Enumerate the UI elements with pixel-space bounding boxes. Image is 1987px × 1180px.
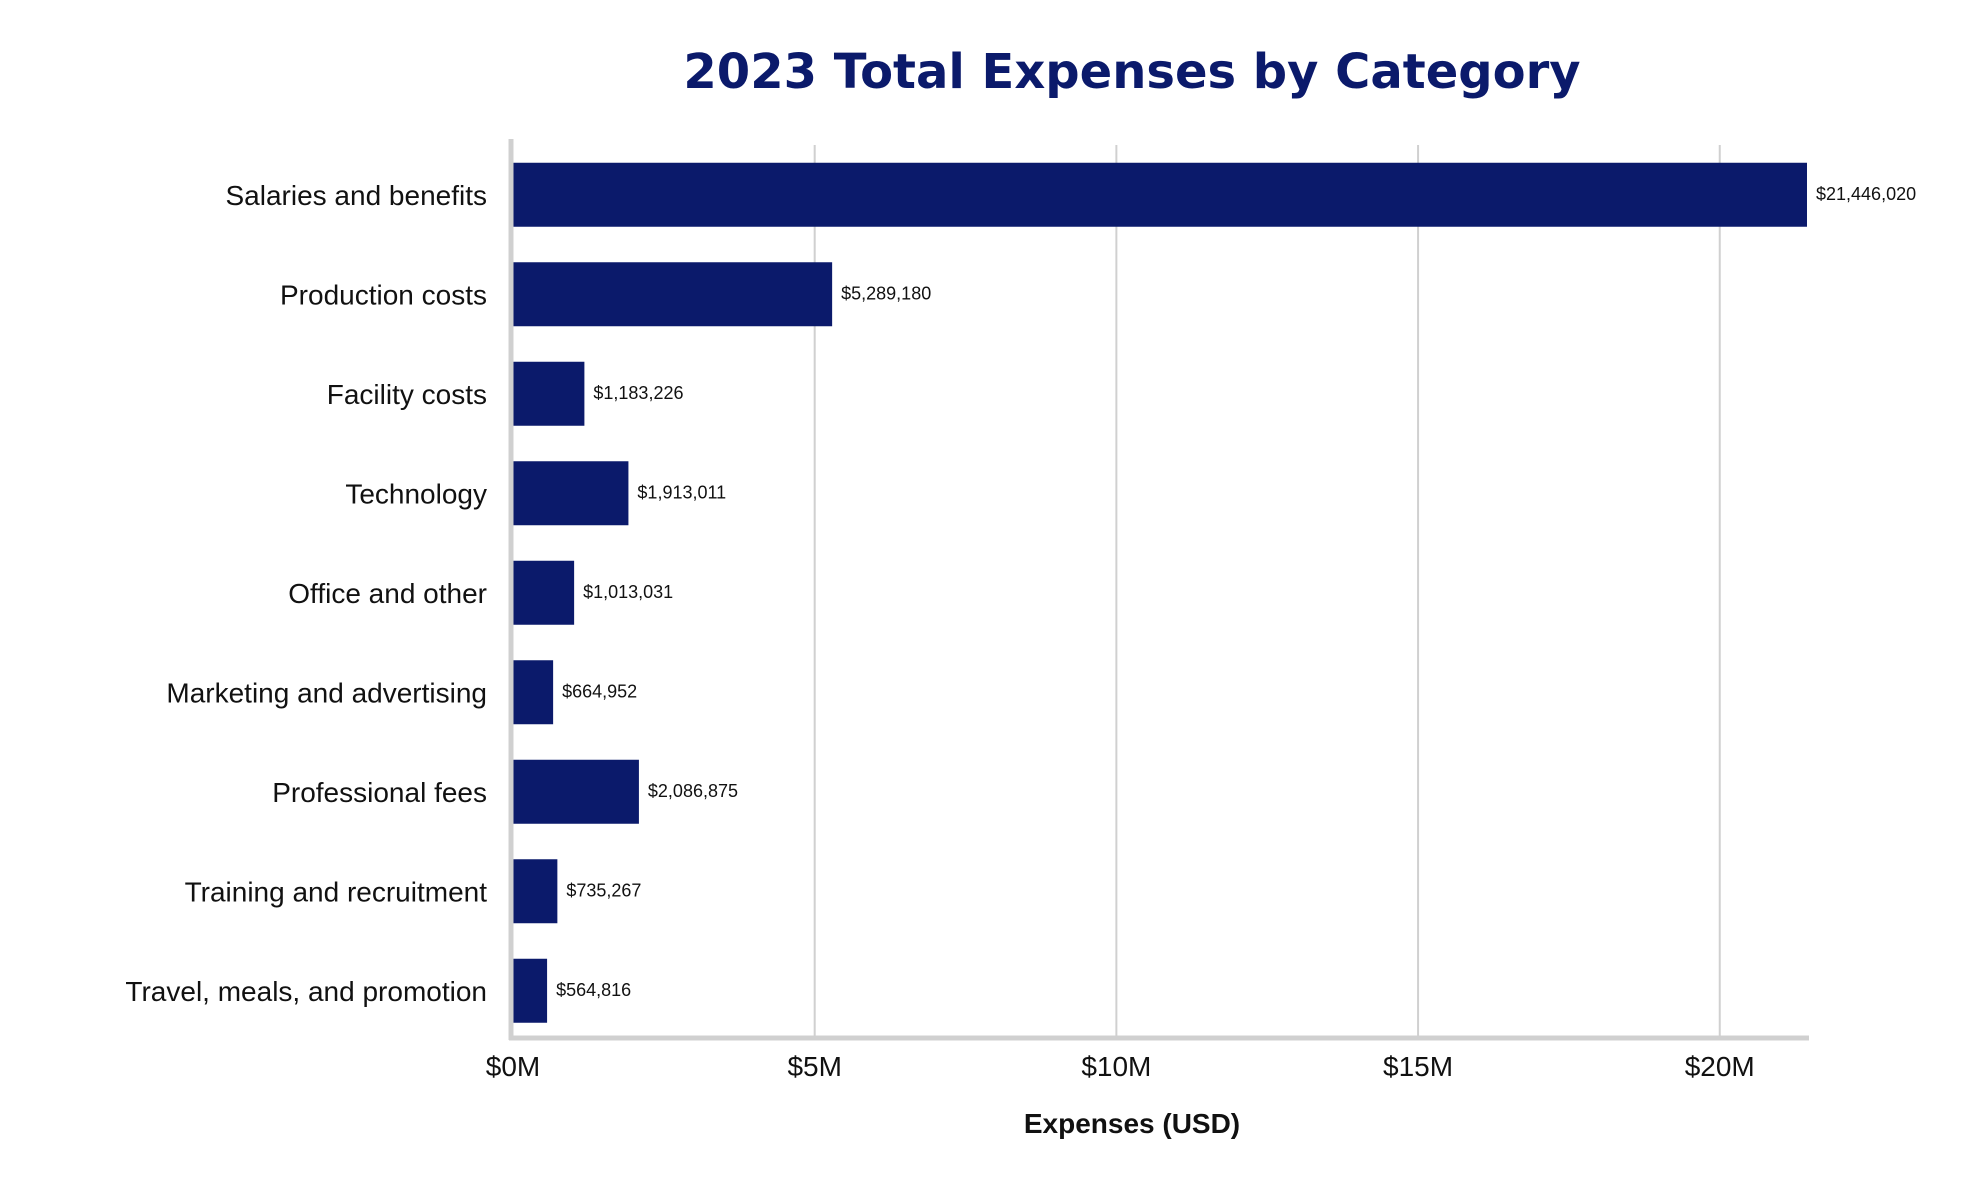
data-label: $1,013,031 — [583, 582, 673, 602]
category-label: Travel, meals, and promotion — [125, 976, 487, 1007]
category-label: Marketing and advertising — [166, 677, 487, 708]
bar — [513, 958, 548, 1023]
bar — [513, 660, 554, 725]
category-label: Production costs — [280, 279, 487, 310]
bar — [513, 361, 585, 426]
chart-title: 2023 Total Expenses by Category — [683, 44, 1580, 100]
data-label: $735,267 — [566, 880, 641, 900]
data-labels: $21,446,020 $5,289,180 $1,183,226 $1,913,01… — [556, 184, 1916, 1000]
x-tick-label: $15M — [1383, 1051, 1453, 1082]
axes — [508, 139, 1809, 1041]
x-tick-label: $5M — [787, 1051, 841, 1082]
category-label: Technology — [345, 478, 487, 509]
category-labels: Salaries and benefits Production costs Fac… — [125, 180, 487, 1007]
x-tick-labels: $0M $5M $10M $15M $20M — [486, 1051, 1755, 1082]
grid-lines — [813, 145, 1721, 1036]
bar — [513, 859, 558, 924]
category-label: Training and recruitment — [185, 876, 488, 907]
bars — [513, 162, 1807, 1023]
x-tick-label: $20M — [1685, 1051, 1755, 1082]
bar — [513, 759, 639, 824]
bar — [513, 262, 833, 327]
data-label: $564,816 — [556, 980, 631, 1000]
x-tick-label: $10M — [1081, 1051, 1151, 1082]
data-label: $21,446,020 — [1816, 184, 1916, 204]
bar — [513, 560, 575, 625]
bar — [513, 461, 629, 526]
data-label: $664,952 — [562, 681, 637, 701]
category-label: Facility costs — [327, 379, 487, 410]
bar — [513, 162, 1807, 227]
category-label: Salaries and benefits — [225, 180, 487, 211]
data-label: $5,289,180 — [841, 283, 931, 303]
x-axis-title: Expenses (USD) — [1024, 1108, 1240, 1139]
data-label: $1,913,011 — [637, 482, 726, 502]
category-label: Office and other — [288, 578, 487, 609]
x-tick-label: $0M — [486, 1051, 540, 1082]
category-label: Professional fees — [272, 777, 487, 808]
data-label: $2,086,875 — [648, 781, 738, 801]
data-label: $1,183,226 — [593, 383, 683, 403]
